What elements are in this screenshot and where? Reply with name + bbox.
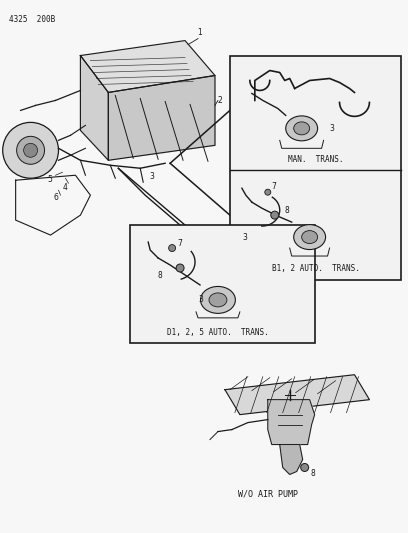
Polygon shape	[268, 400, 315, 445]
Circle shape	[24, 143, 38, 157]
Text: 8: 8	[285, 206, 289, 215]
Polygon shape	[109, 76, 215, 160]
Text: 3: 3	[242, 232, 247, 241]
Text: B1, 2 AUTO.  TRANS.: B1, 2 AUTO. TRANS.	[272, 264, 359, 273]
Circle shape	[176, 264, 184, 272]
Text: W/O AIR PUMP: W/O AIR PUMP	[238, 489, 298, 498]
Text: 4: 4	[62, 183, 67, 192]
Ellipse shape	[294, 122, 310, 135]
Text: 8: 8	[157, 271, 162, 280]
Ellipse shape	[294, 224, 326, 249]
Text: 6: 6	[53, 193, 58, 202]
Polygon shape	[280, 445, 303, 474]
Text: 8: 8	[310, 469, 315, 478]
Text: D1, 2, 5 AUTO.  TRANS.: D1, 2, 5 AUTO. TRANS.	[167, 328, 269, 337]
Text: 7: 7	[177, 239, 182, 247]
Text: 4325  200B: 4325 200B	[9, 15, 55, 23]
Bar	[130, 225, 315, 343]
Text: 3: 3	[198, 295, 203, 304]
Text: 2: 2	[218, 96, 223, 105]
Circle shape	[271, 211, 279, 219]
Text: 3: 3	[330, 124, 335, 133]
Text: MAN.  TRANS.: MAN. TRANS.	[288, 155, 344, 164]
Polygon shape	[80, 41, 215, 92]
Ellipse shape	[209, 293, 227, 307]
Bar	[230, 55, 401, 280]
Polygon shape	[225, 375, 369, 415]
Polygon shape	[80, 55, 109, 160]
Circle shape	[265, 189, 271, 195]
Text: 7: 7	[272, 182, 277, 191]
Text: 1: 1	[197, 28, 202, 37]
Ellipse shape	[302, 231, 317, 244]
Text: 5: 5	[48, 175, 53, 184]
Circle shape	[17, 136, 44, 164]
Circle shape	[169, 245, 175, 252]
Circle shape	[301, 464, 308, 472]
Ellipse shape	[286, 116, 317, 141]
Ellipse shape	[200, 286, 235, 313]
Text: 3: 3	[150, 172, 155, 181]
Circle shape	[3, 123, 58, 178]
